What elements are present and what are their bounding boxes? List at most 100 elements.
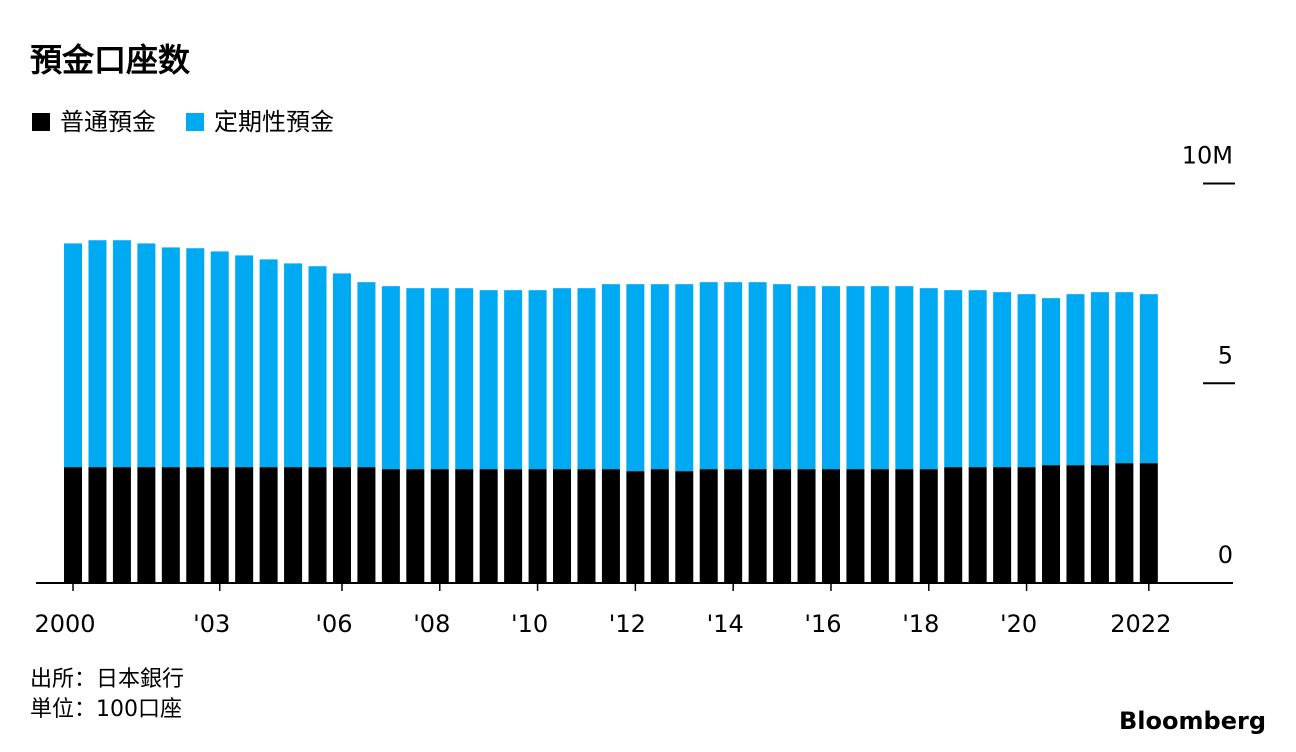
legend-swatch (32, 113, 50, 131)
bar-segment (235, 255, 254, 468)
bar-segment (944, 290, 963, 468)
bar-segment (504, 290, 523, 470)
bar-segment (137, 243, 156, 468)
legend-label: 定期性預金 (214, 108, 334, 136)
x-tick-label: '18 (902, 610, 939, 638)
bar-segment (88, 240, 107, 468)
chart-title: 預金口座数 (30, 41, 191, 79)
x-tick-label: 2000 (34, 610, 95, 638)
bar-segment (944, 467, 963, 583)
bar-segment (968, 290, 987, 468)
bar-segment (1066, 294, 1085, 466)
bar-segment (797, 469, 816, 583)
source: 出所：日本銀行 (30, 667, 184, 692)
x-tick-label: '20 (1000, 610, 1037, 638)
bar-segment (846, 469, 865, 583)
bar-segment (308, 467, 327, 583)
bar-segment (455, 288, 474, 470)
y-tick-label: 10M (1182, 142, 1233, 170)
bar-segment (577, 288, 596, 470)
bar-segment (895, 286, 914, 470)
brand: Bloomberg (1119, 707, 1266, 735)
bar-segment (650, 284, 669, 470)
x-tick-label: '10 (511, 610, 548, 638)
bar-segment (186, 248, 205, 468)
x-tick-label: '08 (413, 610, 450, 638)
bar-segment (137, 467, 156, 583)
bar-segment (577, 469, 596, 583)
bar-segment (1139, 294, 1158, 464)
bar-segment (1139, 463, 1158, 583)
bar-segment (773, 284, 792, 470)
bar-segment (1090, 292, 1109, 466)
bar-segment (1090, 465, 1109, 583)
bar-segment (406, 469, 425, 583)
bar-segment (1017, 467, 1036, 583)
x-tick-label: 2022 (1110, 610, 1171, 638)
bar-segment (332, 273, 351, 468)
bar-segment (528, 469, 547, 583)
bar-segment (504, 469, 523, 583)
bar-segment (821, 286, 840, 470)
bar-segment (650, 469, 669, 583)
bar-segment (112, 467, 131, 583)
bar-segment (430, 288, 449, 470)
bar-segment (1115, 292, 1134, 464)
bar-segment (626, 471, 645, 583)
bar-segment (724, 469, 743, 583)
bar-segment (846, 286, 865, 470)
legend-label: 普通預金 (60, 108, 156, 136)
bar-segment (235, 467, 254, 583)
bar-segment (748, 469, 767, 583)
bar-segment (870, 469, 889, 583)
bar-segment (675, 471, 694, 583)
bar-segment (821, 469, 840, 583)
bar-segment (161, 247, 180, 468)
bar-segment (430, 469, 449, 583)
bar-segment (675, 284, 694, 472)
bar-segment (479, 469, 498, 583)
x-tick-label: '03 (193, 610, 230, 638)
bar-segment (1042, 298, 1061, 466)
bar-segment (895, 469, 914, 583)
bar-segment (259, 259, 278, 468)
bar-segment (308, 266, 327, 468)
bar-segment (797, 286, 816, 470)
bar-segment (699, 282, 718, 470)
bar-segment (381, 286, 400, 470)
bar-segment (479, 290, 498, 470)
bar-segment (455, 469, 474, 583)
bar-segment (553, 288, 572, 470)
bar-segment (357, 467, 376, 583)
bar-segment (112, 240, 131, 468)
bar-segment (406, 288, 425, 470)
bar-segment (1066, 465, 1085, 583)
bar-segment (88, 467, 107, 583)
bar-segment (210, 467, 229, 583)
bar-segment (919, 288, 938, 470)
bar-segment (528, 290, 547, 470)
bar-segment (626, 284, 645, 472)
bar-segment (64, 243, 83, 468)
bar-segment (259, 467, 278, 583)
legend-swatch (186, 113, 204, 131)
bar-segment (748, 282, 767, 470)
bar-segment (357, 282, 376, 468)
bar-segment (1115, 463, 1134, 583)
x-tick-label: '12 (609, 610, 646, 638)
bar-segment (161, 467, 180, 583)
x-tick-label: '06 (315, 610, 352, 638)
bar-segment (210, 251, 229, 468)
bar-segment (724, 282, 743, 470)
bar-segment (699, 469, 718, 583)
y-tick-label: 0 (1218, 541, 1233, 569)
x-tick-label: '16 (804, 610, 841, 638)
bar-segment (284, 467, 303, 583)
x-tick-label: '14 (707, 610, 744, 638)
bar-segment (64, 467, 83, 583)
y-tick-label: 5 (1218, 341, 1233, 369)
bar-segment (284, 263, 303, 468)
bar-segment (601, 284, 620, 470)
